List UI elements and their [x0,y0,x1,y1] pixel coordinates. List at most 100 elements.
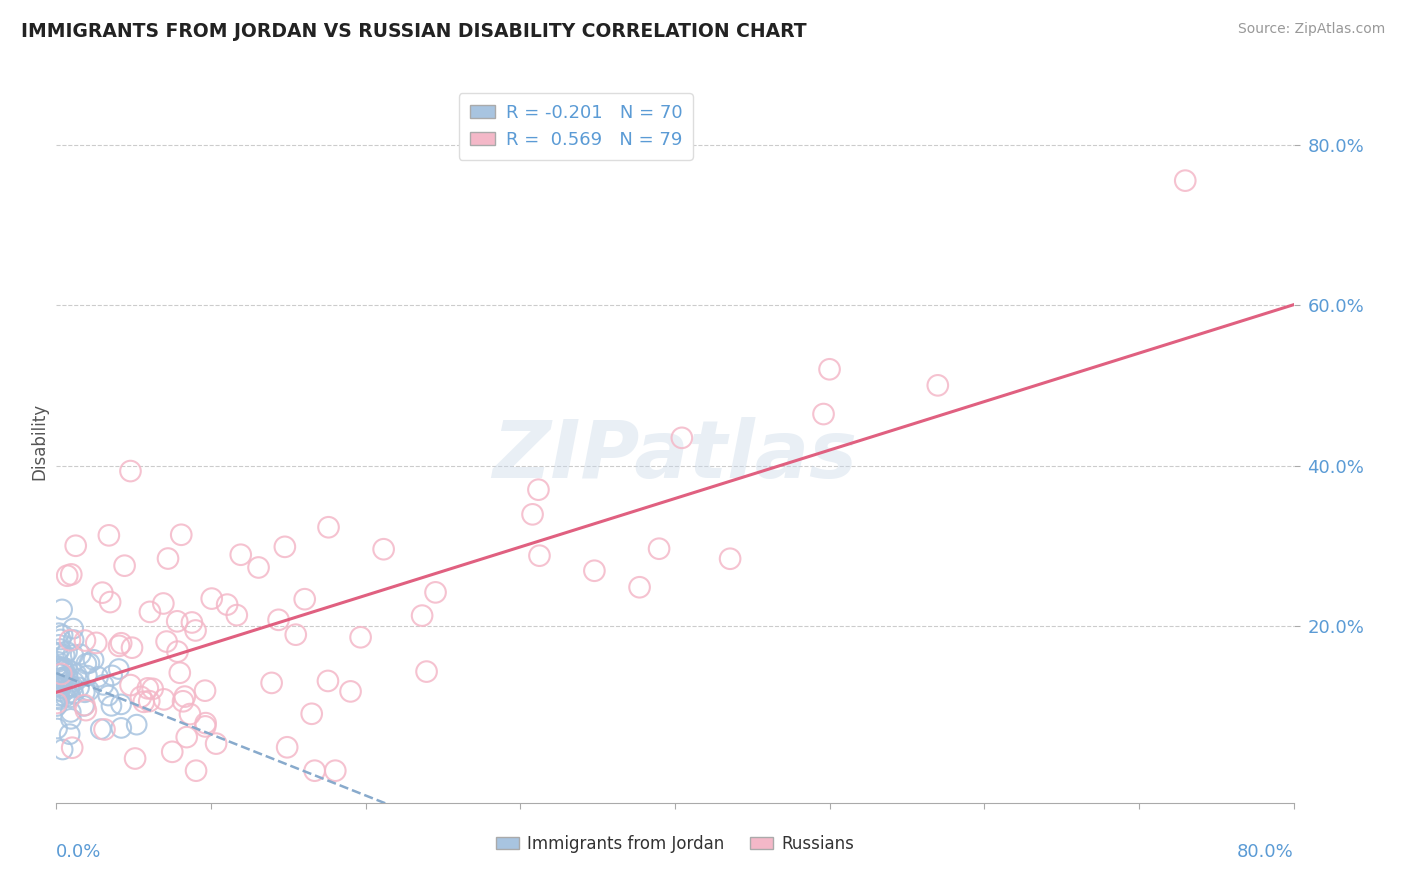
Point [75,703,97,717]
Point [52,670,75,684]
Point [522,508,544,522]
Point [120,464,142,478]
Point [56,645,79,659]
Point [49,681,72,695]
Point [51,662,73,676]
Point [316,673,339,688]
Point [46,655,69,669]
Point [172,694,194,708]
Point [247,560,270,574]
Point [46,659,69,673]
Point [142,681,165,696]
Point [79,656,101,670]
Point [62,648,84,662]
Point [53,663,76,677]
Point [52,742,75,756]
Point [46,722,69,736]
Point [97,689,120,703]
Text: IMMIGRANTS FROM JORDAN VS RUSSIAN DISABILITY CORRELATION CHART: IMMIGRANTS FROM JORDAN VS RUSSIAN DISABI… [21,22,807,41]
Point [274,540,297,554]
Point [65,667,87,681]
Point [58,681,80,696]
Point [51,602,73,616]
Point [48,689,70,703]
Legend: Immigrants from Jordan, Russians: Immigrants from Jordan, Russians [489,828,860,860]
Point [349,630,371,644]
Point [53,690,76,704]
Point [276,740,298,755]
Point [51,667,73,681]
Point [120,678,142,692]
Point [93,678,115,692]
Point [73,633,96,648]
Point [62,674,84,689]
Point [294,592,316,607]
Point [152,597,174,611]
Point [75,657,97,671]
Point [49,672,72,686]
Point [49,672,72,686]
Point [45,696,67,710]
Point [101,668,124,682]
Point [77,683,100,698]
Point [1174,173,1197,187]
Point [48,626,70,640]
Point [46,659,69,673]
Point [53,669,76,683]
Point [169,665,191,680]
Point [52,660,75,674]
Text: 80.0%: 80.0% [1237,843,1294,861]
Point [110,636,132,650]
Text: 0.0%: 0.0% [56,843,101,861]
Point [100,698,122,713]
Point [97,528,120,542]
Point [181,615,204,630]
Point [162,745,184,759]
Point [108,639,131,653]
Point [411,608,433,623]
Point [194,716,217,731]
Point [60,567,83,582]
Point [718,551,741,566]
Point [93,723,115,737]
Point [73,698,96,713]
Point [46,647,69,661]
Point [138,694,160,708]
Point [304,764,326,778]
Text: ZIPatlas: ZIPatlas [492,417,858,495]
Text: Source: ZipAtlas.com: Source: ZipAtlas.com [1237,22,1385,37]
Point [110,698,132,712]
Point [583,564,606,578]
Point [52,672,75,686]
Point [56,568,79,582]
Point [132,695,155,709]
Point [205,737,228,751]
Point [66,672,89,686]
Point [129,690,152,704]
Point [73,698,96,713]
Point [125,717,148,731]
Point [156,551,179,566]
Point [59,633,82,648]
Point [62,622,84,636]
Point [194,683,217,698]
Y-axis label: Disability: Disability [30,403,48,480]
Point [48,678,70,692]
Point [124,751,146,765]
Point [60,740,83,755]
Point [671,431,693,445]
Point [98,595,121,609]
Point [49,632,72,647]
Point [87,670,110,684]
Point [225,608,247,623]
Point [155,634,177,648]
Point [267,613,290,627]
Point [52,685,75,699]
Point [339,684,361,698]
Point [813,407,835,421]
Point [48,683,70,698]
Point [139,605,162,619]
Point [59,690,82,705]
Point [201,591,224,606]
Point [55,662,77,676]
